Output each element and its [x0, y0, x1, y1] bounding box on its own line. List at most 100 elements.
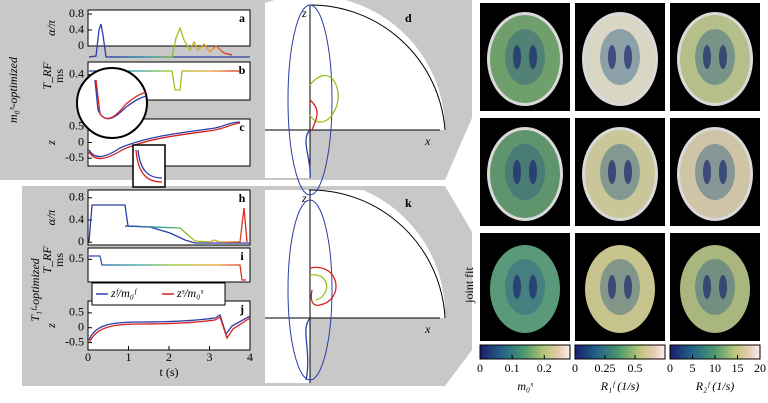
- plot-area: [87, 9, 251, 47]
- group-label: m₀ˢ-optimized: [6, 56, 20, 123]
- x-axis-label: t (s): [160, 365, 179, 379]
- group-label: T₁ᶠ-optimized: [28, 257, 42, 322]
- x-axis-label: x: [424, 134, 431, 148]
- y-tick-label: -0.5: [65, 334, 84, 348]
- curve: [89, 70, 240, 91]
- colorbar-tick-label: 0: [667, 361, 673, 375]
- x-tick-label: 0: [85, 350, 91, 364]
- panel-label: o: [557, 236, 563, 250]
- curve: [124, 207, 248, 243]
- curve: [135, 149, 163, 183]
- y-axis-label: T_RF: [40, 62, 54, 90]
- panel-label: e: [557, 6, 563, 20]
- colorbar: [574, 344, 666, 360]
- legend-label: zˢ/m₀ˢ: [176, 286, 203, 300]
- panel-label: p: [652, 236, 659, 250]
- x-tick-label: 2: [166, 350, 172, 364]
- brain-detail: [608, 160, 616, 184]
- y-tick-label: 0.4: [69, 212, 84, 226]
- panel-label: f: [653, 6, 658, 20]
- brain-detail: [719, 160, 727, 184]
- y-tick-label: 0.4: [69, 22, 84, 36]
- row-label: joint fit: [462, 267, 476, 304]
- trajectory: [287, 199, 333, 381]
- brain-detail: [513, 45, 521, 69]
- curve: [88, 122, 241, 160]
- x-tick-label: 4: [247, 350, 253, 364]
- brain: [490, 245, 560, 333]
- panel-label: q: [747, 236, 754, 250]
- colorbar-tick-label: 0: [572, 361, 578, 375]
- colorbar-tick-label: 0.2: [537, 361, 552, 375]
- x-tick-label: 3: [207, 350, 213, 364]
- y-axis-unit: ms: [52, 69, 66, 83]
- colorbar-tick-label: 10: [709, 361, 721, 375]
- brain-detail: [695, 29, 735, 85]
- brain-detail: [608, 45, 616, 69]
- arc: [308, 189, 446, 319]
- trajectory: [309, 274, 328, 301]
- brain-detail: [624, 45, 632, 69]
- brain: [490, 130, 560, 218]
- brain: [585, 15, 655, 103]
- colorbar-tick-label: 20: [754, 361, 766, 375]
- trajectory: [309, 74, 339, 123]
- y-axis-unit: ms: [52, 253, 66, 267]
- brain-detail: [505, 144, 545, 200]
- brain: [490, 15, 560, 103]
- panel-label: c: [239, 120, 245, 134]
- brain-detail: [719, 275, 727, 299]
- curve: [88, 316, 251, 344]
- brain-detail: [513, 275, 521, 299]
- curve: [110, 26, 233, 58]
- brain-detail: [600, 259, 640, 315]
- trajectory: [305, 129, 311, 179]
- x-tick-label: 1: [126, 350, 132, 364]
- y-axis-label: z: [44, 140, 58, 146]
- y-axis-label: α/π: [44, 209, 58, 226]
- legend-label: zᶠ/m₀ᶠ: [110, 286, 138, 300]
- brain: [585, 245, 655, 333]
- y-tick-label: 0.8: [69, 190, 84, 204]
- brain-detail: [703, 45, 711, 69]
- panel-label: n: [747, 121, 754, 135]
- curve: [88, 23, 250, 58]
- panel-label: b: [239, 63, 246, 77]
- y-tick-label: 0.4: [69, 66, 84, 80]
- brain: [680, 245, 750, 333]
- brain-detail: [529, 45, 537, 69]
- brain-detail: [624, 275, 632, 299]
- colorbar-label: R₁ᶠ (1/s): [600, 379, 640, 393]
- curve: [88, 314, 251, 341]
- z-axis-label: z: [301, 191, 307, 205]
- curve: [137, 149, 163, 179]
- colorbar-tick-label: 5: [690, 361, 696, 375]
- panel-label: h: [239, 191, 246, 205]
- brain-detail: [513, 160, 521, 184]
- colorbar-tick-label: 15: [732, 361, 744, 375]
- z-axis-label: z: [301, 6, 307, 20]
- trajectory: [305, 317, 311, 381]
- panel-label: j: [239, 302, 244, 316]
- colorbar-tick-label: 0.1: [505, 361, 520, 375]
- y-tick-label: 0: [78, 319, 84, 333]
- brain-detail: [719, 45, 727, 69]
- brain-detail: [608, 275, 616, 299]
- y-tick-label: 0.5: [69, 251, 84, 265]
- panel-label: k: [405, 196, 412, 210]
- brain-detail: [600, 144, 640, 200]
- curve: [89, 255, 246, 281]
- trajectory: [309, 266, 337, 306]
- brain-detail: [529, 275, 537, 299]
- panel-label: a: [239, 11, 245, 25]
- brain-detail: [529, 160, 537, 184]
- panel-label: i: [240, 249, 244, 263]
- y-tick-label: 0: [78, 38, 84, 52]
- colorbar-label: R₂ᶠ (1/s): [695, 379, 735, 393]
- colorbar-tick-label: 0.25: [595, 361, 616, 375]
- panel-label: d: [405, 11, 412, 25]
- trajectory: [287, 4, 333, 196]
- brain: [585, 130, 655, 218]
- colorbar-tick-label: 0.5: [628, 361, 643, 375]
